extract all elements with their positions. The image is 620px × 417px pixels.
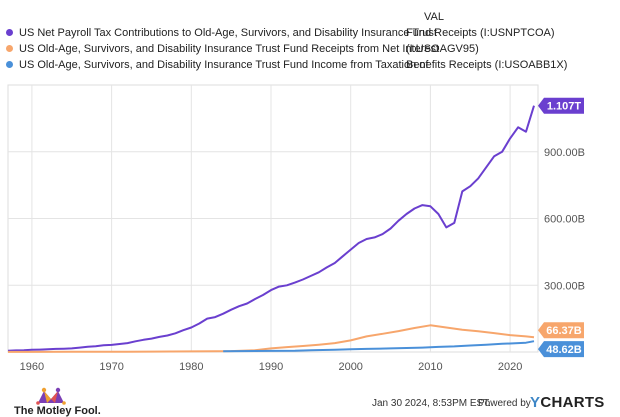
legend-item: US Old-Age, Survivors, and Disability In… [6, 43, 479, 58]
ycharts-logo-text: CHARTS [540, 394, 605, 411]
x-tick-label: 1980 [179, 361, 203, 373]
legend-series-val: Fund Receipts (I:USNPTCOA) [406, 27, 555, 39]
series-line-3 [223, 340, 535, 353]
footer: The Motley Fool. Jan 30 2024, 8:53PM EST… [0, 385, 620, 417]
motley-fool-logo: The Motley Fool. [6, 387, 116, 417]
x-tick-label: 2010 [418, 361, 442, 373]
legend-series-name: US Old-Age, Survivors, and Disability In… [19, 59, 429, 71]
series-line-1 [7, 105, 535, 352]
end-value-text: 1.107T [547, 101, 582, 113]
legend-item: US Old-Age, Survivors, and Disability In… [6, 59, 567, 74]
legend-item: US Net Payroll Tax Contributions to Old-… [6, 27, 555, 42]
legend-marker-icon [6, 60, 13, 68]
x-tick-label: 1960 [20, 361, 44, 373]
line-chart: 300.00B 600.00B 900.00B 1960 1970 1980 1990 200… [7, 84, 585, 373]
end-value-text: 48.62B [546, 344, 582, 356]
ycharts-logo: YCHARTS [530, 394, 605, 411]
ycharts-logo-y: Y [530, 394, 541, 411]
x-tick-label: 2020 [498, 361, 522, 373]
y-tick-label: 300.00B [544, 280, 585, 292]
end-value-tag [538, 97, 584, 114]
end-value-label: 48.62B [538, 341, 584, 358]
legend-series-val: (I:USOAGV95) [406, 43, 479, 55]
jester-hat-icon [36, 387, 66, 405]
end-value-label: 1.107T [538, 97, 584, 114]
end-value-tag [538, 341, 584, 358]
series-line-2 [8, 324, 535, 353]
powered-by-text: Powered by [478, 398, 531, 409]
legend-val-header: VAL [424, 11, 444, 23]
chart-timestamp: Jan 30 2024, 8:53PM EST. [372, 398, 491, 409]
x-tick-label: 2000 [338, 361, 362, 373]
legend-marker-icon [6, 44, 13, 52]
y-tick-label: 900.00B [544, 147, 585, 159]
y-tick-label: 600.00B [544, 214, 585, 226]
x-tick-label: 1970 [99, 361, 123, 373]
end-value-tag [538, 322, 584, 339]
legend-series-val: Benefits Receipts (I:USOABB1X) [406, 59, 568, 71]
x-tick-label: 1990 [259, 361, 283, 373]
legend-series-name: US Net Payroll Tax Contributions to Old-… [19, 27, 437, 39]
legend-series-name: US Old-Age, Survivors, and Disability In… [19, 43, 439, 55]
end-value-text: 66.37B [546, 325, 582, 337]
legend-marker-icon [6, 28, 13, 36]
end-value-label: 66.37B [538, 322, 584, 339]
motley-fool-text: The Motley Fool. [14, 405, 101, 417]
